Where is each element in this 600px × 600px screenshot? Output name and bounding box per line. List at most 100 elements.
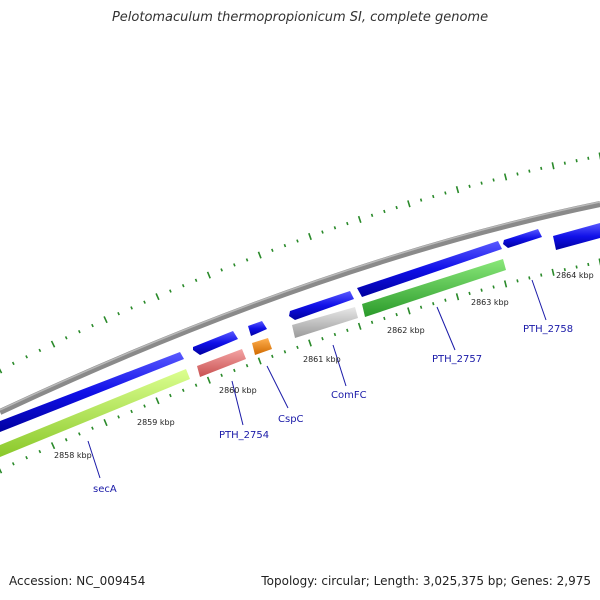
gene-arrow-forward-4 [289, 291, 354, 320]
gene-arrow-forward-7 [553, 223, 600, 250]
outer-ruler-tick [130, 306, 133, 310]
backbone-highlight [0, 201, 600, 411]
inner-ruler-tick [455, 293, 460, 301]
outer-ruler-tick [575, 159, 578, 163]
inner-ruler-tick [575, 265, 578, 269]
gene-bar-PTH_2757 [362, 259, 506, 317]
inner-ruler-tick [333, 332, 337, 337]
inner-ruler-tick [50, 442, 56, 450]
genome-summary-text: Topology: circular; Length: 3,025,375 bp… [261, 574, 591, 588]
scale-label-2860: 2860 kbp [219, 386, 257, 395]
inner-ruler-tick [103, 419, 108, 427]
outer-ruler-tick [346, 221, 349, 226]
inner-ruler-tick [516, 279, 519, 283]
outer-ruler-tick [296, 239, 299, 243]
inner-ruler-tick [563, 267, 566, 272]
outer-ruler-tick [540, 166, 543, 171]
outer-ruler-tick [455, 186, 460, 194]
outer-ruler-tick [257, 251, 262, 259]
outer-ruler-tick [25, 355, 28, 359]
inner-ruler-tick [271, 354, 274, 359]
backbone-arc [0, 201, 600, 415]
gene-label-ComFC: ComFC [331, 390, 367, 401]
gene-arrow-forward-1 [0, 352, 184, 432]
outer-ruler-tick [357, 215, 362, 223]
inner-ruler-tick [25, 455, 28, 460]
outer-ruler-tick [587, 156, 590, 160]
inner-ruler-tick [64, 438, 68, 442]
inner-ruler-tick [143, 404, 146, 408]
inner-ruler-tick [370, 320, 374, 325]
inner-ruler-tick [181, 388, 185, 393]
inner-ruler-tick [130, 409, 133, 414]
outer-ruler-tick [444, 191, 447, 195]
gene-label-CspC: CspC [278, 414, 304, 425]
outer-ruler-tick [271, 248, 274, 252]
outer-ruler-tick [563, 161, 566, 165]
leader-line-ComFC [332, 344, 347, 387]
outer-ruler-tick [11, 361, 15, 366]
outer-ruler-tick [194, 278, 198, 283]
outer-ruler-tick [321, 230, 324, 234]
outer-ruler-tick [333, 226, 337, 230]
inner-ruler-tick [551, 268, 555, 276]
outer-ruler-tick [308, 232, 312, 241]
inner-ruler-tick [407, 307, 411, 315]
scale-label-2861: 2861 kbp [303, 355, 341, 364]
accession-text: Accession: NC_009454 [9, 574, 146, 588]
inner-ruler-tick [346, 328, 349, 333]
outer-ruler-tick [38, 348, 42, 353]
inner-ruler-tick [38, 449, 42, 454]
inner-ruler-tick [357, 322, 362, 330]
inner-tick-ring [0, 258, 600, 474]
outer-ruler-tick [245, 258, 249, 262]
gene-arrow-forward-2 [193, 331, 238, 355]
gene-arrow-forward-5 [357, 241, 502, 297]
outer-ruler-tick [395, 205, 398, 210]
scale-label-2864: 2864 kbp [556, 271, 594, 280]
inner-ruler-tick [395, 312, 398, 317]
outer-ruler-tick [78, 329, 81, 334]
leader-line-secA [87, 440, 101, 479]
gene-label-PTH_2754: PTH_2754 [219, 430, 269, 441]
inner-ruler-tick [220, 373, 223, 377]
inner-ruler-tick [296, 345, 299, 350]
inner-ruler-tick [257, 357, 262, 365]
inner-ruler-tick [194, 383, 198, 387]
inner-ruler-tick [169, 393, 172, 398]
inner-ruler-tick [11, 462, 15, 466]
outer-ruler-tick [143, 300, 146, 304]
gene-arrow-forward-3 [248, 321, 267, 336]
gene-label-PTH_2757: PTH_2757 [432, 354, 482, 365]
outer-ruler-tick [117, 312, 120, 316]
outer-ruler-tick [370, 213, 374, 218]
outer-ruler-tick [551, 162, 555, 170]
gene-bar-CspC [252, 338, 272, 355]
inner-ruler-tick [383, 316, 386, 321]
outer-ruler-tick [283, 243, 287, 248]
outer-ruler-tick [220, 268, 223, 272]
outer-ruler-tick [169, 289, 172, 293]
gene-label-secA: secA [93, 484, 117, 495]
outer-ruler-tick [503, 173, 508, 181]
outer-ruler-tick [407, 200, 411, 208]
leader-line-PTH_2757 [436, 306, 456, 351]
inner-ruler-tick [308, 339, 312, 347]
outer-ruler-tick [64, 336, 68, 340]
inner-ruler-tick [480, 288, 483, 292]
outer-ruler-tick [480, 181, 483, 185]
inner-ruler-tick [444, 298, 447, 302]
gene-bar-ComFC [292, 307, 358, 338]
inner-ruler-tick [206, 376, 211, 384]
inner-ruler-tick [503, 280, 508, 288]
inner-ruler-tick [419, 305, 423, 309]
scale-label-2859: 2859 kbp [137, 418, 175, 427]
inner-ruler-tick [78, 432, 81, 436]
inner-ruler-tick [321, 337, 324, 341]
inner-ruler-tick [117, 415, 120, 419]
gene-bar-PTH_2754 [197, 349, 246, 377]
outer-ruler-tick [155, 293, 160, 301]
gene-arrow-forward-6 [503, 229, 542, 248]
leader-line-PTH_2758 [531, 279, 547, 321]
